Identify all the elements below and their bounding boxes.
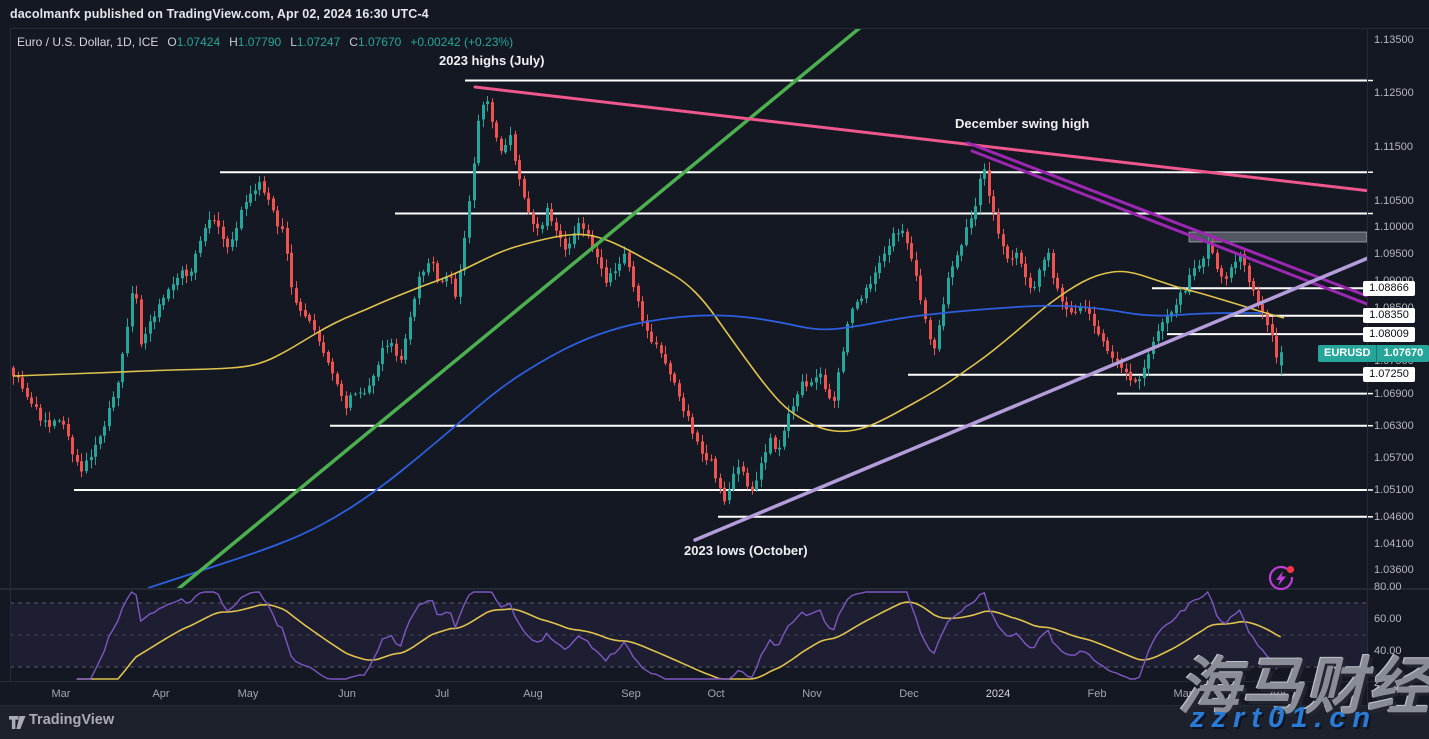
time-axis[interactable]: Mar Apr May Jun Jul Aug Sep Oct Nov Dec 2024 Feb Mar… bbox=[0, 681, 1429, 705]
last-price-tag: EURUSD 1.07670 bbox=[1318, 345, 1429, 362]
time-axis-label: Apr bbox=[152, 688, 170, 700]
ohlc-value: 1.07790 bbox=[237, 35, 282, 49]
trendline-downtrend-from-2023-high[interactable] bbox=[473, 85, 1370, 193]
rsi-pane bbox=[10, 590, 1367, 680]
lightning-bolt-icon bbox=[1276, 571, 1286, 586]
time-axis-label: Mar bbox=[51, 688, 71, 700]
ohlc-value: 1.07424 bbox=[176, 35, 221, 49]
annotation-december-swing-high: December swing high bbox=[955, 116, 1090, 131]
notification-dot bbox=[1286, 565, 1295, 574]
time-axis-label: Mar bbox=[1173, 688, 1193, 700]
chart-legend[interactable]: Euro / U.S. Dollar, 1D, ICE O1.07424 H1.07… bbox=[17, 35, 513, 49]
price-axis-label: 1.06300 bbox=[1374, 419, 1414, 432]
time-axis-label: Oct bbox=[707, 688, 725, 700]
main-pane bbox=[12, 3, 1370, 594]
time-axis-label: Jul bbox=[434, 688, 450, 700]
publisher-text: dacolmanfx published on TradingView.com,… bbox=[10, 7, 429, 21]
time-axis-label: Aug bbox=[523, 688, 543, 700]
ohlc-label: H bbox=[229, 35, 238, 49]
symbol-title: Euro / U.S. Dollar, 1D, ICE bbox=[17, 35, 159, 49]
price-axis-label: 1.10500 bbox=[1374, 194, 1414, 207]
price-axis-label: 1.04100 bbox=[1374, 537, 1414, 550]
rsi-band bbox=[10, 603, 1367, 667]
price-axis-label: 1.09500 bbox=[1374, 248, 1414, 261]
price-level-label-box: 1.08350 bbox=[1363, 308, 1415, 324]
ma-yellow-line bbox=[12, 233, 1285, 433]
rsi-axis-label: 40.00 bbox=[1374, 645, 1402, 657]
watermark-chinese: 海马财经 bbox=[1178, 650, 1429, 723]
resistance-zone-box[interactable] bbox=[1188, 231, 1367, 243]
ohlc-values: O1.07424 H1.07790 L1.07247 C1.07670 bbox=[158, 35, 401, 49]
price-axis-label: 1.05100 bbox=[1374, 484, 1414, 497]
annotation-2023-lows: 2023 lows (October) bbox=[684, 543, 808, 558]
ohlc-label: O bbox=[167, 35, 177, 49]
candle-down-bodies bbox=[12, 102, 1278, 502]
last-price-tag-symbol: EURUSD bbox=[1318, 345, 1378, 362]
rsi-axis-label: 60.00 bbox=[1374, 613, 1402, 625]
last-price-tag-value: 1.07670 bbox=[1383, 347, 1424, 359]
watermark-url: zzrt01.cn bbox=[1190, 702, 1378, 734]
price-axis[interactable]: 1.13500 1.12500 1.11500 1.10500 1.10000 1.095… bbox=[1363, 28, 1429, 705]
idea-flash-icon[interactable] bbox=[1266, 562, 1298, 594]
time-axis-label: May bbox=[237, 688, 259, 700]
annotation-2023-highs: 2023 highs (July) bbox=[439, 53, 545, 68]
change-value: +0.00242 (+0.23%) bbox=[410, 35, 514, 49]
candle-up-bodies bbox=[44, 101, 1283, 501]
price-axis-label: 1.04600 bbox=[1374, 510, 1414, 523]
ohlc-label: C bbox=[349, 35, 358, 49]
time-axis-label: Nov bbox=[802, 688, 822, 700]
rsi-ma-yellow-line bbox=[76, 601, 1282, 680]
ohlc-label: L bbox=[290, 35, 297, 49]
price-axis-label: 1.11500 bbox=[1374, 141, 1413, 153]
price-axis-label: 1.06900 bbox=[1374, 387, 1414, 400]
time-axis-label: Dec bbox=[899, 688, 919, 700]
rsi-axis-label: 80.00 bbox=[1374, 581, 1402, 593]
trendline-december-channel-upper[interactable] bbox=[966, 141, 1367, 298]
time-axis-label: Feb bbox=[1087, 688, 1107, 700]
trendline-long-term-uptrend[interactable] bbox=[172, 3, 890, 594]
price-axis-label: 1.13500 bbox=[1374, 33, 1414, 46]
time-axis-label: 2024 bbox=[985, 688, 1011, 700]
candle-up-wicks bbox=[45, 96, 1282, 505]
ohlc-value: 1.07670 bbox=[357, 35, 402, 49]
price-axis-label: 1.03600 bbox=[1374, 564, 1414, 577]
price-axis-label: 1.05700 bbox=[1374, 451, 1414, 464]
publisher-bar: dacolmanfx published on TradingView.com,… bbox=[10, 7, 429, 21]
ma-blue-line bbox=[147, 304, 1262, 588]
price-axis-label: 1.12500 bbox=[1374, 87, 1414, 100]
price-axis-label: 1.10000 bbox=[1374, 221, 1414, 234]
tradingview-brand-text[interactable]: TradingView bbox=[29, 712, 115, 728]
footer-bar: TradingView bbox=[0, 706, 1429, 739]
trendline-december-channel-lower[interactable] bbox=[970, 149, 1367, 306]
rsi-purple-line bbox=[76, 590, 1282, 680]
trendline-uptrend-from-2023-low[interactable] bbox=[693, 256, 1368, 542]
time-axis-label: Jun bbox=[338, 688, 356, 700]
rsi-axis-label: 20.00 bbox=[1374, 677, 1402, 689]
price-level-label-box: 1.08009 bbox=[1363, 326, 1415, 342]
price-level-label-box: 1.07250 bbox=[1363, 367, 1415, 383]
time-axis-label: Apr bbox=[1269, 688, 1287, 700]
price-level-label-box: 1.08866 bbox=[1363, 280, 1415, 296]
ohlc-value: 1.07247 bbox=[296, 35, 341, 49]
time-axis-label: Sep bbox=[621, 688, 641, 700]
tradingview-logo-icon[interactable] bbox=[9, 715, 28, 730]
